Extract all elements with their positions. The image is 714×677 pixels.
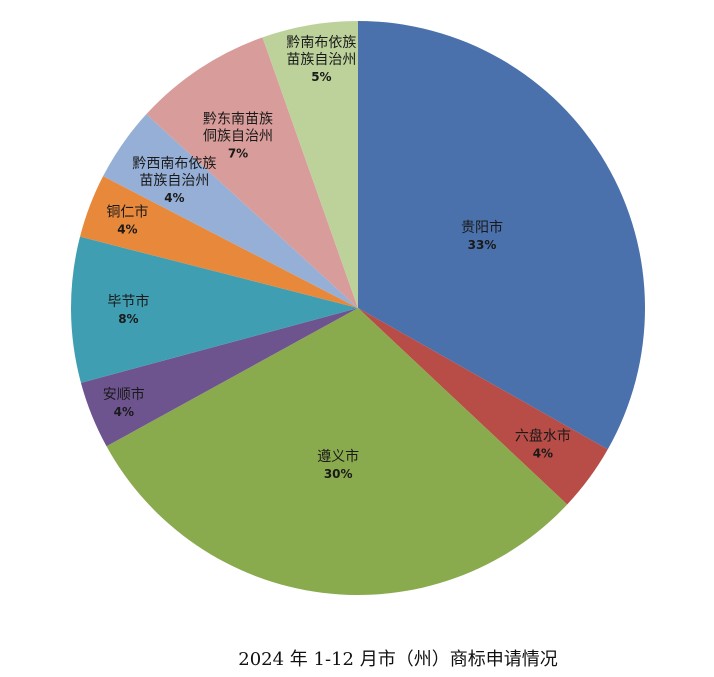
slice-name-label: 贵阳市 [461,219,503,236]
pie-slice [71,236,358,383]
slice-name-label: 黔东南苗族 [203,112,273,128]
slice-percent-label: 8% [118,312,138,326]
slice-percent-label: 5% [311,70,331,84]
pie-slices [71,21,645,595]
slice-name-label: 安顺市 [103,386,145,403]
slice-name-label: 黔南布依族 [286,35,356,51]
pie-slice [358,308,608,505]
pie-slice [358,21,645,450]
slice-percent-label: 33% [468,238,497,252]
pie-slice [262,21,358,308]
slice-percent-label: 4% [164,191,184,205]
pie-labels: 贵阳市33%六盘水市4%遵义市30%安顺市4%毕节市8%铜仁市4%黔西南布依族苗… [103,35,571,481]
slice-name-label: 毕节市 [107,293,149,310]
chart-title: 2024 年 1-12 月市（州）商标申请情况 [238,649,557,670]
slice-name-label: 六盘水市 [515,428,571,445]
pie-slice [103,114,358,309]
slice-name-label: 苗族自治州 [139,173,209,189]
pie-slice [80,176,359,308]
pie-slice [106,308,568,595]
slice-percent-label: 7% [228,147,248,161]
slice-percent-label: 4% [533,447,553,461]
pie-slice [80,308,358,447]
slice-name-label: 遵义市 [317,448,359,465]
slice-name-label: 铜仁市 [106,204,148,221]
slice-percent-label: 30% [324,467,353,481]
slice-name-label: 黔西南布依族 [132,156,216,172]
slice-percent-label: 4% [117,223,137,237]
slice-name-label: 侗族自治州 [203,129,273,145]
slice-percent-label: 4% [114,405,134,419]
slice-name-label: 苗族自治州 [286,52,356,68]
pie-slice [146,37,358,309]
